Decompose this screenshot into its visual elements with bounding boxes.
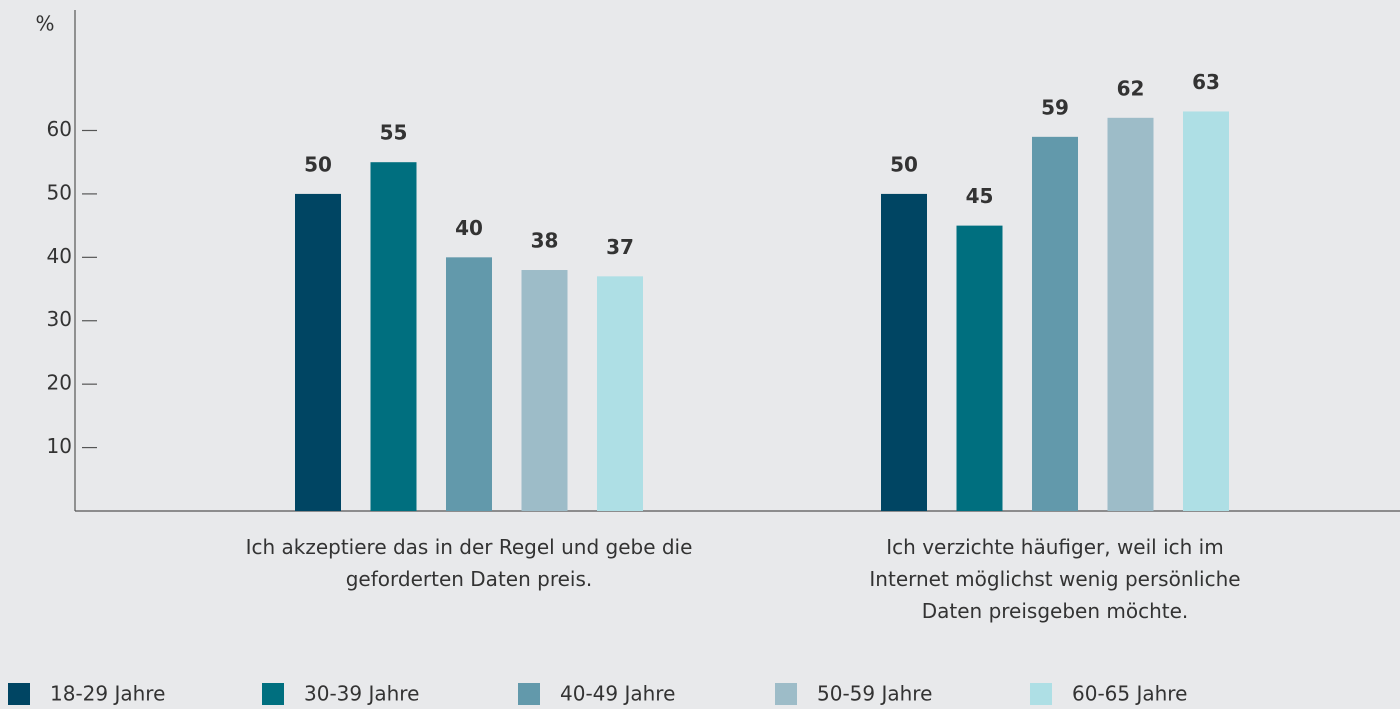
legend-swatch <box>775 683 797 705</box>
value-label: 59 <box>1041 95 1069 119</box>
legend-label: 50-59 Jahre <box>817 682 932 706</box>
bar <box>370 162 417 512</box>
bar <box>597 276 643 511</box>
bar <box>881 193 927 512</box>
y-tick-label: 60 <box>47 117 72 141</box>
y-tick-label: 20 <box>47 371 72 395</box>
legend-swatch <box>8 683 30 705</box>
y-tick-label: 30 <box>47 307 72 331</box>
y-tick-label: 50 <box>47 180 72 204</box>
value-label: 50 <box>890 152 918 176</box>
value-label: 38 <box>531 229 559 253</box>
value-label: 55 <box>380 121 408 145</box>
value-label: 40 <box>455 216 483 240</box>
value-label: 62 <box>1117 76 1145 100</box>
legend-label: 30-39 Jahre <box>304 682 419 706</box>
y-tick-label: 40 <box>47 244 72 268</box>
bar <box>956 225 1003 512</box>
bar <box>1183 111 1229 511</box>
y-tick-label: 10 <box>47 434 72 458</box>
bar <box>295 193 341 512</box>
value-label: 37 <box>606 235 634 259</box>
bar <box>446 257 492 511</box>
value-label: 50 <box>304 152 332 176</box>
legend-swatch <box>518 683 540 705</box>
value-label: 45 <box>966 184 994 208</box>
legend-label: 60-65 Jahre <box>1072 682 1187 706</box>
bar <box>521 270 568 511</box>
legend-swatch <box>262 683 284 705</box>
legend-swatch <box>1030 683 1052 705</box>
x-tick-label: Ich verzichte häufiger, weil ich im Inte… <box>869 535 1241 623</box>
y-axis-label: % <box>35 12 54 36</box>
x-tick-label: Ich akzeptiere das in der Regel und gebe… <box>245 535 693 591</box>
value-label: 63 <box>1192 70 1220 94</box>
bar <box>1107 117 1154 512</box>
bar <box>1032 136 1078 511</box>
legend-label: 18-29 Jahre <box>50 682 165 706</box>
legend-label: 40-49 Jahre <box>560 682 675 706</box>
